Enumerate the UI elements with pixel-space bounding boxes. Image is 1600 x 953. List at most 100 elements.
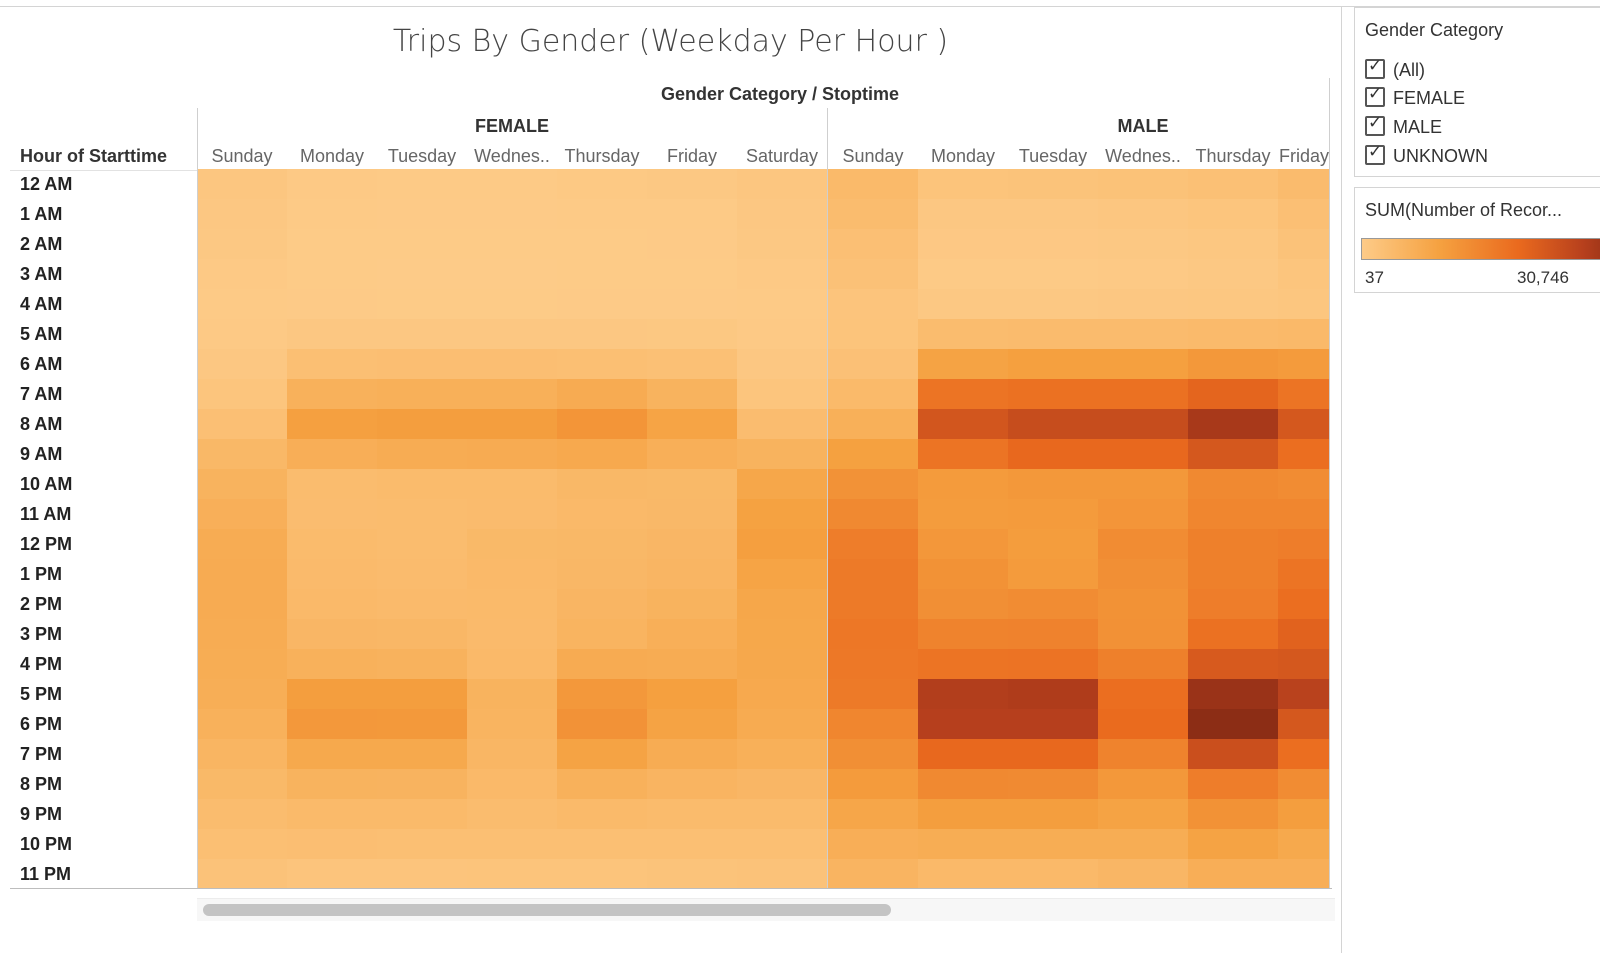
heatmap-cell[interactable] xyxy=(1098,859,1188,889)
heatmap-cell[interactable] xyxy=(377,859,467,889)
heatmap-cell[interactable] xyxy=(1188,649,1278,679)
heatmap-cell[interactable] xyxy=(557,349,647,379)
heatmap-cell[interactable] xyxy=(1278,259,1330,289)
heatmap-cell[interactable] xyxy=(467,409,557,439)
heatmap-cell[interactable] xyxy=(287,589,377,619)
heatmap-cell[interactable] xyxy=(828,289,918,319)
heatmap-cell[interactable] xyxy=(918,859,1008,889)
heatmap-cell[interactable] xyxy=(467,649,557,679)
heatmap-cell[interactable] xyxy=(557,289,647,319)
heatmap-cell[interactable] xyxy=(1098,229,1188,259)
heatmap-cell[interactable] xyxy=(1008,199,1098,229)
heatmap-cell[interactable] xyxy=(557,469,647,499)
heatmap-cell[interactable] xyxy=(1278,679,1330,709)
heatmap-cell[interactable] xyxy=(1008,409,1098,439)
heatmap-cell[interactable] xyxy=(1188,859,1278,889)
heatmap-cell[interactable] xyxy=(647,319,737,349)
heatmap-cell[interactable] xyxy=(1008,529,1098,559)
heatmap-cell[interactable] xyxy=(1098,559,1188,589)
heatmap-cell[interactable] xyxy=(918,469,1008,499)
heatmap-cell[interactable] xyxy=(1008,169,1098,199)
heatmap-cell[interactable] xyxy=(1008,589,1098,619)
heatmap-cell[interactable] xyxy=(377,499,467,529)
heatmap-cell[interactable] xyxy=(828,709,918,739)
heatmap-cell[interactable] xyxy=(197,739,287,769)
heatmap-cell[interactable] xyxy=(1188,529,1278,559)
heatmap-cell[interactable] xyxy=(557,619,647,649)
heatmap-cell[interactable] xyxy=(1188,679,1278,709)
heatmap-cell[interactable] xyxy=(647,529,737,559)
heatmap-cell[interactable] xyxy=(918,259,1008,289)
heatmap-cell[interactable] xyxy=(197,589,287,619)
heatmap-cell[interactable] xyxy=(1008,259,1098,289)
heatmap-cell[interactable] xyxy=(828,619,918,649)
heatmap-cell[interactable] xyxy=(377,739,467,769)
heatmap-cell[interactable] xyxy=(647,739,737,769)
heatmap-cell[interactable] xyxy=(1188,559,1278,589)
heatmap-cell[interactable] xyxy=(1098,469,1188,499)
heatmap-cell[interactable] xyxy=(467,619,557,649)
heatmap-cell[interactable] xyxy=(1278,649,1330,679)
heatmap-cell[interactable] xyxy=(918,619,1008,649)
heatmap-cell[interactable] xyxy=(467,259,557,289)
heatmap-cell[interactable] xyxy=(467,199,557,229)
heatmap-cell[interactable] xyxy=(287,739,377,769)
heatmap-cell[interactable] xyxy=(1008,769,1098,799)
heatmap-cell[interactable] xyxy=(1188,619,1278,649)
heatmap-cell[interactable] xyxy=(1188,169,1278,199)
heatmap-cell[interactable] xyxy=(1278,829,1330,859)
heatmap-cell[interactable] xyxy=(287,679,377,709)
heatmap-cell[interactable] xyxy=(197,439,287,469)
heatmap-cell[interactable] xyxy=(828,559,918,589)
heatmap-cell[interactable] xyxy=(647,289,737,319)
heatmap-cell[interactable] xyxy=(828,259,918,289)
heatmap-cell[interactable] xyxy=(1188,769,1278,799)
heatmap-cell[interactable] xyxy=(197,829,287,859)
heatmap-cell[interactable] xyxy=(557,409,647,439)
heatmap-cell[interactable] xyxy=(1098,829,1188,859)
heatmap-cell[interactable] xyxy=(377,469,467,499)
heatmap-cell[interactable] xyxy=(828,229,918,259)
heatmap-cell[interactable] xyxy=(1278,469,1330,499)
heatmap-cell[interactable] xyxy=(1188,289,1278,319)
heatmap-cell[interactable] xyxy=(737,649,827,679)
heatmap-cell[interactable] xyxy=(287,769,377,799)
heatmap-cell[interactable] xyxy=(918,589,1008,619)
heatmap-cell[interactable] xyxy=(647,709,737,739)
heatmap-cell[interactable] xyxy=(1278,439,1330,469)
heatmap-cell[interactable] xyxy=(828,649,918,679)
heatmap-cell[interactable] xyxy=(1098,619,1188,649)
heatmap-cell[interactable] xyxy=(1008,829,1098,859)
heatmap-cell[interactable] xyxy=(377,649,467,679)
heatmap-cell[interactable] xyxy=(377,259,467,289)
heatmap-cell[interactable] xyxy=(647,229,737,259)
heatmap-cell[interactable] xyxy=(377,379,467,409)
heatmap-cell[interactable] xyxy=(287,529,377,559)
heatmap-cell[interactable] xyxy=(647,859,737,889)
heatmap-cell[interactable] xyxy=(1278,529,1330,559)
heatmap-cell[interactable] xyxy=(467,499,557,529)
heatmap-cell[interactable] xyxy=(467,229,557,259)
heatmap-cell[interactable] xyxy=(1098,649,1188,679)
heatmap-cell[interactable] xyxy=(557,769,647,799)
heatmap-cell[interactable] xyxy=(377,619,467,649)
heatmap-cell[interactable] xyxy=(1278,379,1330,409)
heatmap-cell[interactable] xyxy=(1098,289,1188,319)
heatmap-cell[interactable] xyxy=(557,739,647,769)
heatmap-cell[interactable] xyxy=(737,199,827,229)
heatmap-cell[interactable] xyxy=(737,739,827,769)
heatmap-cell[interactable] xyxy=(737,559,827,589)
heatmap-cell[interactable] xyxy=(647,439,737,469)
heatmap-cell[interactable] xyxy=(377,199,467,229)
heatmap-cell[interactable] xyxy=(287,829,377,859)
heatmap-cell[interactable] xyxy=(918,499,1008,529)
heatmap-cell[interactable] xyxy=(828,499,918,529)
heatmap-cell[interactable] xyxy=(737,379,827,409)
heatmap-cell[interactable] xyxy=(918,379,1008,409)
heatmap-cell[interactable] xyxy=(737,409,827,439)
heatmap-cell[interactable] xyxy=(1278,229,1330,259)
heatmap-cell[interactable] xyxy=(828,679,918,709)
heatmap-cell[interactable] xyxy=(1008,469,1098,499)
heatmap-cell[interactable] xyxy=(1278,619,1330,649)
heatmap-cell[interactable] xyxy=(828,199,918,229)
